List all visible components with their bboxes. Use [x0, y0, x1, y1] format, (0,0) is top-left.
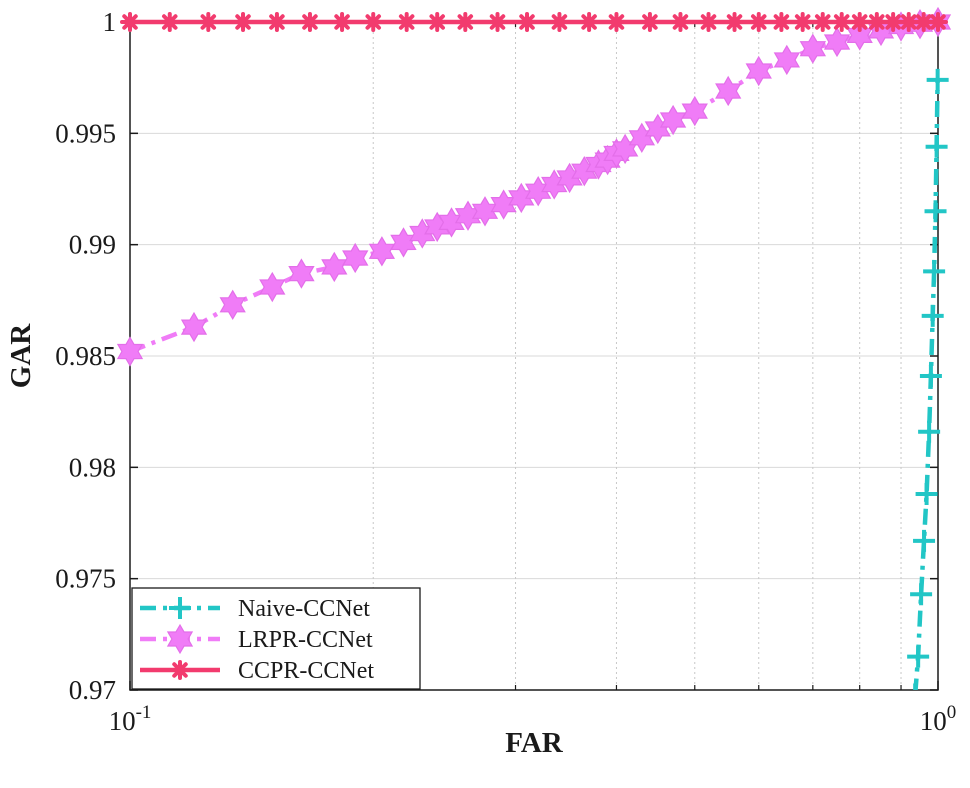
data-point-ccpr-ccnet	[831, 12, 852, 32]
data-point-ccpr-ccnet	[913, 12, 934, 32]
data-point-naive-ccnet	[926, 68, 949, 91]
data-point-ccpr-ccnet	[198, 12, 219, 32]
data-point-lrpr-ccnet	[773, 44, 801, 76]
data-point-lrpr-ccnet	[715, 75, 742, 107]
data-point-naive-ccnet	[907, 645, 930, 668]
data-point-ccpr-ccnet	[792, 12, 813, 32]
y-tick-label: 0.98	[69, 452, 116, 482]
y-axis-label: GAR	[5, 323, 37, 389]
data-point-naive-ccnet	[925, 135, 948, 158]
data-point-ccpr-ccnet	[849, 12, 870, 32]
data-point-naive-ccnet	[918, 420, 941, 443]
legend-label: Naive-CCNet	[238, 596, 370, 622]
data-point-naive-ccnet	[915, 483, 938, 506]
data-point-lrpr-ccnet	[681, 95, 708, 127]
data-point-ccpr-ccnet	[812, 12, 833, 32]
data-point-ccpr-ccnet	[928, 12, 948, 32]
y-tick-label: 0.975	[55, 564, 116, 594]
data-point-ccpr-ccnet	[517, 12, 538, 32]
y-tick-label: 1	[103, 7, 117, 37]
legend-entry-ccpr-ccnet: CCPR-CCNet	[140, 658, 374, 684]
legend-label: CCPR-CCNet	[238, 658, 374, 684]
data-point-ccpr-ccnet	[579, 12, 600, 32]
legend-swatch-marker	[169, 597, 191, 619]
data-point-lrpr-ccnet	[799, 33, 827, 64]
x-tick-label: 10-1	[109, 702, 152, 736]
data-point-ccpr-ccnet	[670, 12, 691, 32]
data-point-ccpr-ccnet	[487, 12, 508, 32]
data-point-ccpr-ccnet	[266, 12, 287, 32]
data-point-naive-ccnet	[919, 365, 942, 388]
y-tick-label: 0.97	[69, 675, 116, 705]
y-tick-label: 0.995	[55, 118, 116, 148]
data-point-ccpr-ccnet	[396, 12, 417, 32]
data-point-ccpr-ccnet	[120, 12, 140, 32]
data-point-lrpr-ccnet	[342, 242, 369, 274]
y-tick-label: 0.985	[55, 341, 116, 371]
data-point-lrpr-ccnet	[116, 336, 144, 367]
data-point-naive-ccnet	[910, 583, 933, 606]
data-point-naive-ccnet	[924, 200, 947, 223]
data-point-lrpr-ccnet	[259, 271, 286, 303]
data-point-ccpr-ccnet	[233, 12, 254, 32]
data-point-ccpr-ccnet	[866, 12, 887, 32]
axis-ticks: 0.97 0.975 0.98 0.985 0.99 0.995 1 10-1 100	[55, 7, 956, 736]
legend-entry-naive-ccnet: Naive-CCNet	[140, 596, 370, 622]
data-point-ccpr-ccnet	[332, 12, 353, 32]
grid	[130, 21, 938, 691]
x-tick-label: 100	[920, 702, 957, 736]
data-point-lrpr-ccnet	[219, 289, 246, 320]
data-point-ccpr-ccnet	[883, 12, 904, 32]
legend: Naive-CCNet LRPR-CCNet CCPR-CCNet	[131, 587, 421, 690]
data-point-ccpr-ccnet	[159, 12, 180, 32]
data-point-lrpr-ccnet	[288, 258, 315, 289]
data-point-lrpr-ccnet	[180, 311, 208, 343]
data-point-lrpr-ccnet	[823, 26, 851, 58]
data-point-ccpr-ccnet	[698, 12, 719, 32]
data-point-ccpr-ccnet	[771, 12, 792, 32]
data-point-ccpr-ccnet	[639, 12, 660, 32]
series-naive-ccnet	[907, 68, 949, 690]
series-ccpr-ccnet	[120, 12, 948, 32]
series-layer	[116, 6, 952, 690]
data-point-ccpr-ccnet	[724, 12, 745, 32]
data-point-ccpr-ccnet	[299, 12, 320, 32]
data-point-naive-ccnet	[921, 304, 944, 327]
legend-swatch-marker	[170, 660, 190, 680]
y-tick-label: 0.99	[69, 230, 116, 260]
data-point-ccpr-ccnet	[363, 12, 384, 32]
data-point-ccpr-ccnet	[748, 12, 769, 32]
data-point-ccpr-ccnet	[549, 12, 570, 32]
data-point-lrpr-ccnet	[745, 55, 772, 87]
data-point-naive-ccnet	[913, 683, 918, 690]
data-point-naive-ccnet	[923, 260, 946, 283]
data-point-ccpr-ccnet	[606, 12, 627, 32]
data-point-ccpr-ccnet	[455, 12, 476, 32]
x-axis-label: FAR	[505, 727, 564, 759]
legend-entry-lrpr-ccnet: LRPR-CCNet	[140, 623, 373, 655]
legend-label: LRPR-CCNet	[238, 627, 373, 653]
legend-swatch-marker	[166, 623, 194, 655]
data-point-ccpr-ccnet	[898, 12, 919, 32]
data-point-ccpr-ccnet	[427, 12, 448, 32]
data-point-naive-ccnet	[913, 529, 936, 552]
